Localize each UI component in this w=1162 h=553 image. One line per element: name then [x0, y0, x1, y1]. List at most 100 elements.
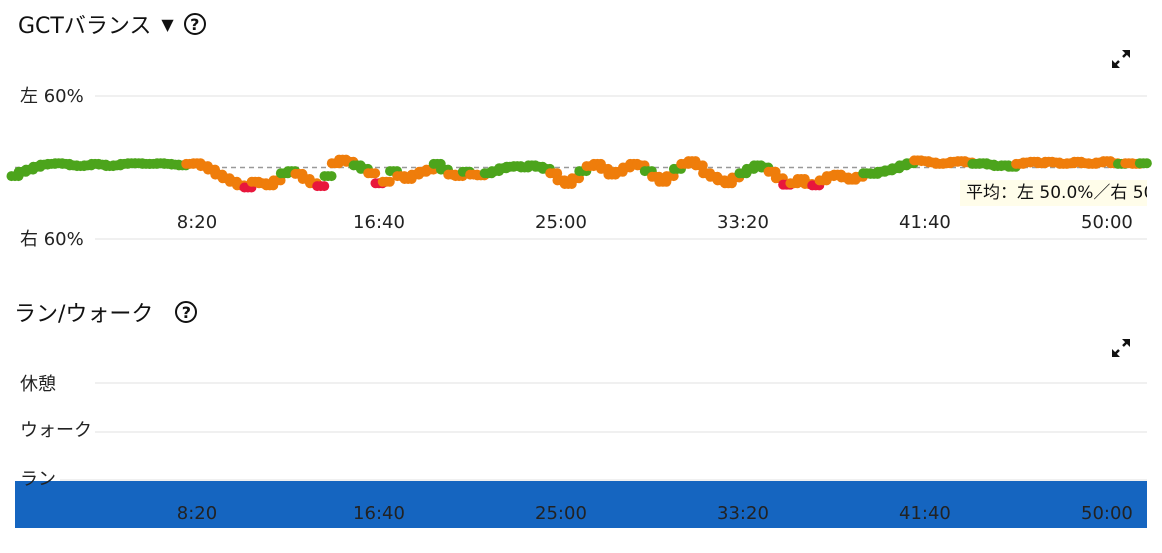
gct-data-point: [807, 180, 818, 191]
gct-data-point: [912, 155, 923, 166]
gct-data-point: [308, 178, 319, 189]
gct-data-point: [272, 175, 283, 186]
gct-data-point: [945, 158, 956, 169]
gct-data-point: [1094, 157, 1105, 168]
runwalk-help-icon[interactable]: ?: [175, 301, 198, 323]
gct-data-point: [344, 156, 355, 167]
gct-data-point: [286, 166, 297, 177]
gct-data-point: [1090, 158, 1101, 169]
gct-data-point: [268, 180, 279, 191]
gct-data-point: [363, 168, 374, 179]
gct-data-point: [876, 166, 887, 177]
gct-data-point: [1098, 157, 1109, 168]
gct-data-point: [825, 171, 836, 182]
gct-data-point: [701, 168, 712, 179]
gct-data-point: [1047, 156, 1058, 167]
gct-data-point: [341, 156, 352, 167]
runwalk-title-row: ラン/ウォーク ?: [14, 296, 198, 328]
gct-data-point: [501, 161, 512, 172]
gct-data-point: [90, 158, 101, 169]
gct-data-point: [472, 169, 483, 180]
gct-data-point: [1083, 158, 1094, 169]
gct-data-point: [257, 178, 268, 189]
gct-data-point: [974, 158, 985, 169]
gct-data-point: [312, 181, 323, 192]
gct-data-point: [348, 160, 359, 171]
gct-data-point: [436, 164, 447, 175]
gct-data-point: [181, 158, 192, 169]
gct-data-point: [916, 155, 927, 166]
gct-data-point: [657, 176, 668, 187]
gct-data-point: [952, 156, 963, 167]
gct-data-point: [315, 181, 326, 192]
gct-data-point: [359, 163, 370, 174]
gct-data-point: [326, 158, 337, 169]
gct-data-point: [97, 159, 108, 170]
gct-data-point: [217, 169, 228, 180]
gct-data-point: [57, 158, 68, 169]
gct-data-point: [162, 158, 173, 169]
gct-data-point: [1003, 160, 1014, 171]
gct-data-point: [1116, 158, 1127, 169]
gct-data-point: [763, 166, 774, 177]
gct-data-point: [115, 158, 126, 169]
gct-data-point: [392, 171, 403, 182]
gct-data-point: [119, 158, 130, 169]
gct-data-point: [446, 169, 457, 180]
gct-data-point: [606, 169, 617, 180]
gct-data-point: [82, 160, 93, 171]
gct-expand-icon[interactable]: [1108, 46, 1134, 72]
gct-data-point: [508, 161, 519, 172]
gct-data-point: [1029, 156, 1040, 167]
gct-help-icon[interactable]: ?: [183, 13, 206, 35]
gct-data-point: [115, 160, 126, 171]
gct-data-point: [330, 158, 341, 169]
gct-data-point: [687, 156, 698, 167]
gct-data-point: [628, 158, 639, 169]
gct-data-point: [574, 173, 585, 184]
gct-x-tick: 8:20: [176, 212, 218, 233]
gct-title: GCTバランス: [18, 14, 152, 39]
gct-title-row: GCTバランス ▼ ?: [18, 8, 206, 40]
gct-data-point: [559, 178, 570, 189]
gct-data-point: [1014, 158, 1025, 169]
runwalk-expand-icon[interactable]: [1108, 335, 1134, 361]
gct-data-point: [6, 171, 17, 182]
gct-data-point: [86, 158, 97, 169]
gct-data-point: [643, 166, 654, 177]
gct-data-point: [737, 168, 748, 179]
gct-data-point: [250, 176, 261, 187]
gct-data-point: [1069, 156, 1080, 167]
gct-data-point: [155, 158, 166, 169]
gct-data-point: [621, 162, 632, 173]
gct-data-point: [796, 173, 807, 184]
gct-data-point: [450, 169, 461, 180]
dropdown-caret-icon[interactable]: ▼: [161, 14, 174, 34]
gct-data-point: [887, 165, 898, 176]
gct-data-point: [712, 171, 723, 182]
gct-data-point: [647, 171, 658, 182]
gct-data-point: [1076, 156, 1087, 167]
gct-data-point: [792, 178, 803, 189]
gct-data-point: [847, 174, 858, 185]
gct-data-point: [697, 160, 708, 171]
gct-data-point: [129, 158, 140, 169]
gct-data-point: [195, 158, 206, 169]
gct-data-point: [79, 161, 90, 172]
gct-data-point: [683, 156, 694, 167]
runwalk-category-label: ラン: [20, 469, 56, 490]
gct-data-point: [923, 156, 934, 167]
gct-data-point: [1141, 158, 1152, 169]
gct-data-point: [370, 168, 381, 179]
gct-data-point: [242, 182, 253, 193]
gct-data-point: [399, 171, 410, 182]
gct-data-point: [778, 179, 789, 190]
gct-data-point: [1127, 158, 1138, 169]
gct-data-point: [799, 178, 810, 189]
gct-data-point: [199, 161, 210, 172]
gct-data-point: [231, 176, 242, 187]
gct-data-point: [406, 169, 417, 180]
gct-data-point: [530, 160, 541, 171]
gct-data-point: [493, 166, 504, 177]
gct-data-point: [24, 164, 35, 175]
